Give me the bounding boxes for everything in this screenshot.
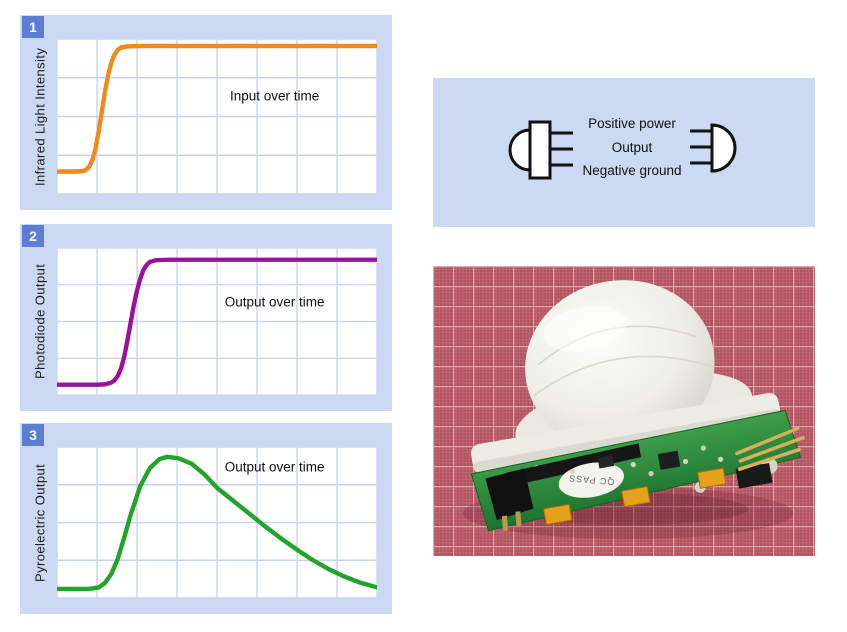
y-axis-label: Pyroelectric Output (32, 463, 48, 582)
sensor-bottom-view-symbol (690, 123, 737, 173)
step-number-badge: 1 (22, 16, 44, 38)
data-curve (57, 454, 377, 592)
solder-blob (569, 468, 576, 474)
black-connector (485, 468, 534, 521)
pin-label-negative-ground: Negative ground (582, 163, 681, 178)
data-curve (57, 257, 377, 387)
line-chart (57, 39, 377, 194)
chart-annotation: Output over time (224, 459, 325, 475)
gold-pin (737, 447, 801, 471)
grid-lines (57, 248, 377, 395)
sensor-body-side (528, 120, 552, 180)
solder-blob (630, 461, 636, 468)
line-chart (57, 248, 377, 395)
grid-lines (57, 447, 377, 598)
smd-component (597, 455, 615, 469)
pin-label-positive-power: Positive power (588, 116, 676, 131)
chart-panel-photodiode-output: 2 Photodiode Output Output over time (20, 224, 392, 411)
lens-flange-edge (473, 409, 781, 473)
smd-component (657, 450, 681, 470)
y-axis-label: Photodiode Output (32, 263, 48, 380)
pir-sensor-photo: QC PASS (433, 266, 815, 556)
connector-pin (515, 511, 522, 527)
solder-blob (648, 471, 654, 477)
pir-module: QC PASS (470, 280, 805, 532)
connector-pin (501, 515, 508, 531)
step-number-badge: 2 (22, 225, 44, 247)
gold-pin (735, 426, 800, 456)
solder-blob (700, 445, 707, 451)
line-chart (57, 447, 377, 598)
solder-blob (718, 456, 724, 462)
qc-sticker-text: QC PASS (568, 473, 615, 487)
trimmer (621, 485, 651, 508)
header-row (506, 443, 642, 487)
header-pins (735, 426, 805, 471)
solder-blob (682, 458, 689, 465)
pinout-diagram: Positive power Output Negative ground (508, 116, 737, 180)
pinout-panel: Positive power Output Negative ground (433, 78, 815, 227)
plot-area: Output over time (57, 447, 377, 598)
gold-pin (738, 435, 805, 463)
chart-annotation: Input over time (229, 88, 320, 104)
trimmer (542, 503, 573, 526)
pir-sensor-photo-svg: QC PASS (433, 266, 815, 556)
dome-highlight (543, 306, 627, 352)
pcb (470, 409, 802, 532)
pin-label-output: Output (612, 140, 653, 155)
chart-panel-infrared-input: 1 Infrared Light Intensity Input over ti… (20, 15, 392, 210)
sensor-dome-bottom (710, 123, 737, 173)
dome-facet-line (533, 355, 714, 397)
chart-annotation: Output over time (224, 294, 325, 310)
trimmer-components (542, 467, 727, 526)
sensor-dome-side (508, 128, 532, 172)
step-number-badge: 3 (22, 424, 44, 446)
chart-panel-pyroelectric-output: 3 Pyroelectric Output Output over time (20, 423, 392, 614)
smd-component (735, 462, 773, 489)
plot-area: Input over time (57, 39, 377, 194)
sensor-side-view-symbol (508, 120, 573, 180)
data-curve (57, 43, 377, 174)
grid-lines (57, 39, 377, 194)
y-axis-label: Infrared Light Intensity (32, 47, 48, 186)
plot-area: Output over time (57, 248, 377, 395)
trimmer (697, 467, 727, 489)
